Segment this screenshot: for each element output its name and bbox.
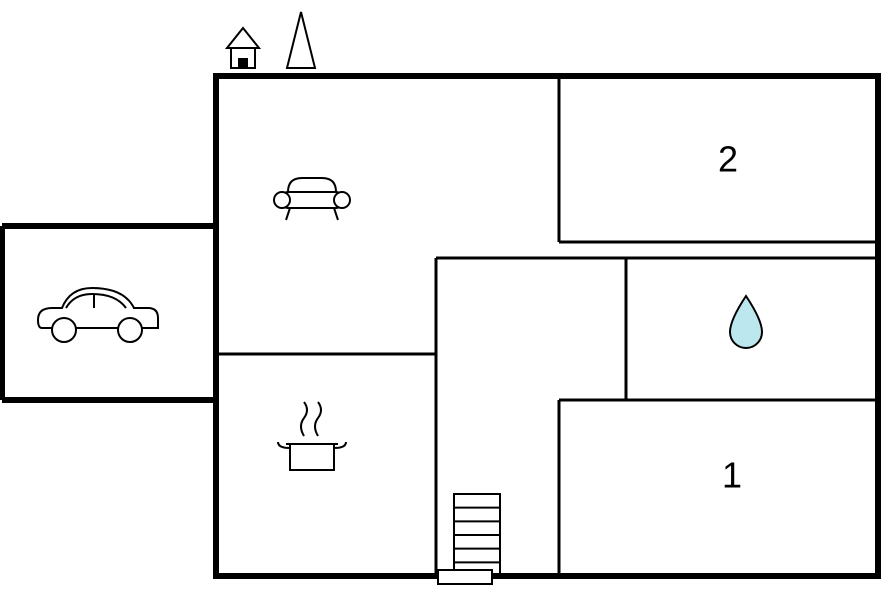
room-2-label: 2 [718, 139, 738, 180]
floor-plan: 21 [0, 0, 896, 597]
door-icon [438, 570, 492, 584]
room-1-label: 1 [722, 455, 742, 496]
